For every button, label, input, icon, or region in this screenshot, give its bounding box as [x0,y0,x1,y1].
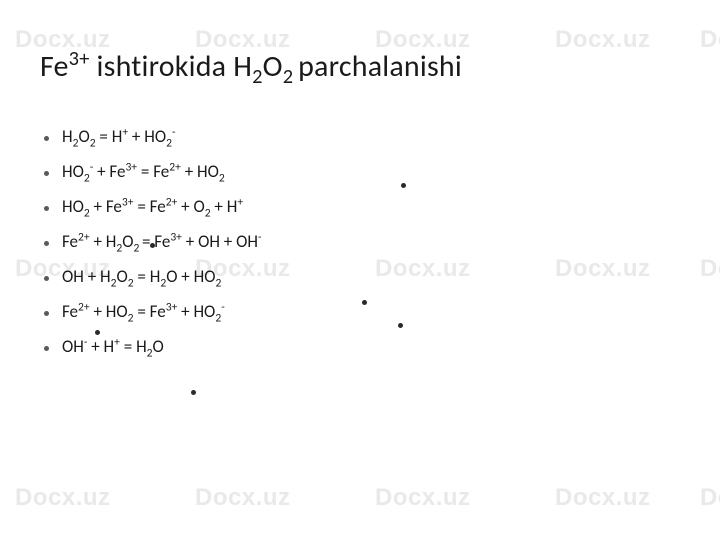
slide-title: Fe3+ ishtirokida H2O2 parchalanishi [40,48,680,86]
equation-list: H2O2 = H+ + HO2- HO2- + Fe3+ = Fe2+ + HO2… [40,128,680,355]
radical-dot [95,330,100,335]
equation-item: HO2- + Fe3+ = Fe2+ + HO2 [44,163,680,180]
radical-dot [150,243,155,248]
radical-dot [401,183,406,188]
radical-dot [398,323,403,328]
radical-dot [362,300,367,305]
equation-item: HO2 + Fe3+ = Fe2+ + O2 + H+ [44,198,680,215]
equation-item: OH + H2O2 = H2O + HO2 [44,268,680,285]
equation-item: OH- + H+ = H2O [44,338,680,355]
slide-frame: Fe3+ ishtirokida H2O2 parchalanishi H2O2… [0,0,720,540]
equation-item: H2O2 = H+ + HO2- [44,128,680,145]
radical-dot [191,390,196,395]
equation-item: Fe2+ + HO2 = Fe3+ + HO2- [44,303,680,320]
equation-item: Fe2+ + H2O2 = Fe3+ + OH + OH- [44,233,680,250]
